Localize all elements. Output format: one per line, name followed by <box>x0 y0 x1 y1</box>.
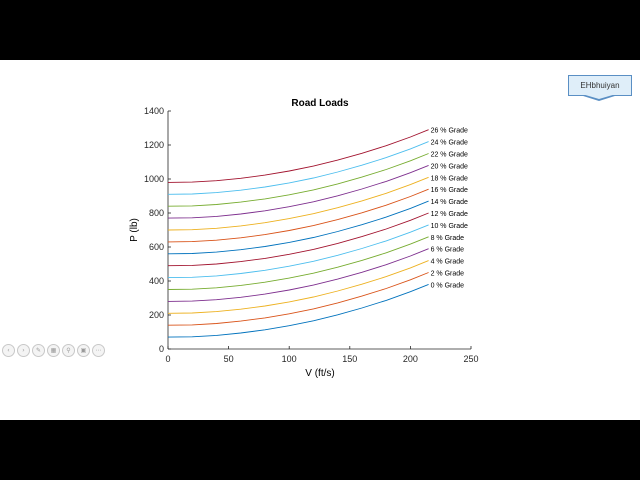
y-tick-label: 800 <box>149 208 164 218</box>
series-line <box>167 176 429 231</box>
slide-area: EHbhuiyan Road Loads V (ft/s) P (lb) 0 50… <box>0 60 640 420</box>
series-line <box>167 200 429 255</box>
y-tick-label: 400 <box>149 276 164 286</box>
prev-icon[interactable]: ‹ <box>2 344 15 357</box>
x-axis-label: V (ft/s) <box>305 368 334 379</box>
next-icon[interactable]: › <box>17 344 30 357</box>
y-tick-label: 0 <box>159 344 164 354</box>
series-line <box>167 260 429 314</box>
x-tick-label: 150 <box>342 354 357 364</box>
y-tick-label: 1000 <box>144 174 164 184</box>
series-line <box>167 248 429 302</box>
series-end-label: 0 % Grade <box>431 282 465 289</box>
x-tick-label: 250 <box>463 354 478 364</box>
series-end-label: 10 % Grade <box>431 223 468 230</box>
series-end-label: 8 % Grade <box>431 235 465 242</box>
series-end-label: 24 % Grade <box>431 140 468 147</box>
series-end-label: 20 % Grade <box>431 163 468 170</box>
series-end-label: 4 % Grade <box>431 259 465 266</box>
series-end-label: 26 % Grade <box>431 128 468 135</box>
series-line <box>167 272 429 326</box>
series-line <box>167 224 429 279</box>
series-line <box>167 164 429 219</box>
series-line <box>167 236 429 290</box>
x-tick-label: 0 <box>165 354 170 364</box>
y-tick-label: 600 <box>149 242 164 252</box>
more-icon[interactable]: ⋯ <box>92 344 105 357</box>
zoom-icon[interactable]: ⚲ <box>62 344 75 357</box>
x-tick-label: 200 <box>403 354 418 364</box>
series-end-label: 16 % Grade <box>431 187 468 194</box>
series-line <box>167 188 429 243</box>
y-tick-label: 1400 <box>144 106 164 116</box>
series-line <box>167 153 429 207</box>
series-end-label: 18 % Grade <box>431 175 468 182</box>
road-loads-chart: Road Loads V (ft/s) P (lb) 0 50 100 150 200 2… <box>129 98 479 379</box>
series-line <box>167 129 429 183</box>
presentation-toolbar: ‹ › ✎ ▦ ⚲ ▣ ⋯ <box>2 344 105 358</box>
series-end-label: 22 % Grade <box>431 152 468 159</box>
author-badge-label: EHbhuiyan <box>580 81 620 90</box>
x-tick-label: 50 <box>224 354 234 364</box>
y-axis-label: P (lb) <box>129 218 140 242</box>
y-tick-label: 1200 <box>144 140 164 150</box>
series-end-label: 14 % Grade <box>431 199 468 206</box>
pen-icon[interactable]: ✎ <box>32 344 45 357</box>
series-labels: 0 % Grade 2 % Grade 4 % Grade 6 % Grade 8 % … <box>431 128 468 290</box>
series-line <box>167 141 429 195</box>
series-line <box>167 283 429 338</box>
x-tick-label: 100 <box>282 354 297 364</box>
slides-icon[interactable]: ▦ <box>47 344 60 357</box>
y-tick-label: 200 <box>149 310 164 320</box>
series-lines <box>167 129 429 338</box>
series-line <box>167 212 429 267</box>
axes: 0 50 100 150 200 250 0 200 400 600 800 1000 1200 1400 <box>144 106 479 364</box>
series-end-label: 6 % Grade <box>431 247 465 254</box>
author-badge-tip-fill <box>582 94 616 99</box>
subtitle-icon[interactable]: ▣ <box>77 344 90 357</box>
chart-title: Road Loads <box>291 98 349 109</box>
series-end-label: 12 % Grade <box>431 211 468 218</box>
series-end-label: 2 % Grade <box>431 271 465 278</box>
